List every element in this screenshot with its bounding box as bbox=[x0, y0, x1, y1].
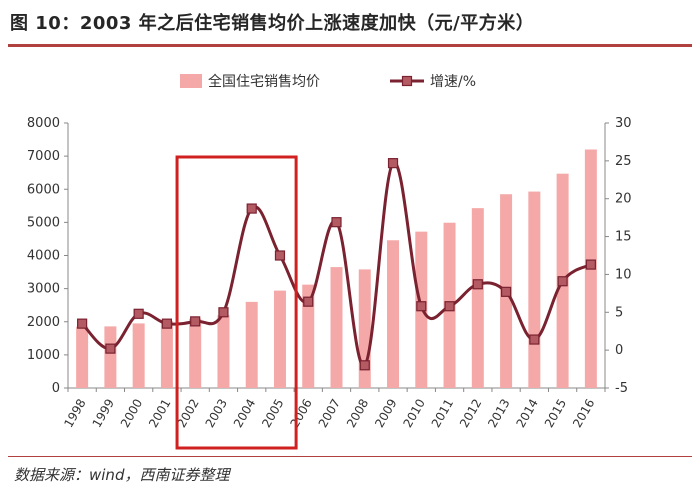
left-tick-label: 3000 bbox=[27, 282, 60, 297]
point-1998 bbox=[77, 318, 88, 329]
point-1999 bbox=[105, 343, 116, 354]
bar-2001 bbox=[160, 321, 173, 388]
bar-1998 bbox=[76, 326, 89, 388]
point-2004 bbox=[246, 203, 257, 214]
highlight-box bbox=[175, 155, 298, 450]
x-tick-label: 1998 bbox=[61, 397, 88, 430]
chart-title: 图 10：2003 年之后住宅销售均价上涨速度加快（元/平方米） bbox=[10, 13, 535, 34]
point-2000 bbox=[133, 308, 144, 319]
right-tick-label: 20 bbox=[615, 192, 632, 207]
right-tick-label: 25 bbox=[615, 154, 632, 169]
title-rule bbox=[8, 44, 692, 47]
bar-2002 bbox=[189, 318, 202, 388]
x-tick-label: 2013 bbox=[485, 397, 512, 430]
bar-2006 bbox=[302, 284, 315, 388]
x-tick-label: 2011 bbox=[429, 397, 456, 430]
left-tick-label: 1000 bbox=[27, 348, 60, 363]
left-tick-label: 5000 bbox=[27, 215, 60, 230]
bar-2012 bbox=[471, 208, 484, 388]
legend-swatch-bar bbox=[180, 74, 202, 88]
x-tick-labels: 1998 1999 2000 2001 2002 2003 2004 2005 2006 2007… bbox=[61, 397, 597, 430]
left-tick-label: 0 bbox=[52, 381, 60, 396]
point-2002 bbox=[190, 316, 201, 327]
left-tick-label: 6000 bbox=[27, 182, 60, 197]
point-2011 bbox=[444, 301, 455, 312]
x-tick-label: 2010 bbox=[400, 397, 427, 430]
bar-2004 bbox=[245, 301, 258, 388]
x-tick-label: 2008 bbox=[344, 397, 371, 430]
point-2010 bbox=[416, 301, 427, 312]
bar-2003 bbox=[217, 315, 230, 388]
right-tick-label: 10 bbox=[615, 267, 632, 282]
point-2007 bbox=[331, 217, 342, 228]
point-2003 bbox=[218, 307, 229, 318]
legend: 全国住宅销售均价 增速/% bbox=[180, 73, 476, 90]
x-tick-label: 2016 bbox=[570, 397, 597, 430]
title-bar: 图 10：2003 年之后住宅销售均价上涨速度加快（元/平方米） bbox=[0, 0, 700, 40]
right-tick-label: 30 bbox=[615, 116, 632, 131]
x-tick-label: 2005 bbox=[259, 397, 286, 430]
point-2005 bbox=[274, 250, 286, 261]
x-tick-label: 2012 bbox=[457, 397, 484, 430]
left-tick-label: 2000 bbox=[27, 315, 60, 330]
bar-2007 bbox=[330, 267, 343, 388]
axes: 0 1000 2000 3000 4000 5000 6000 7000 8000 -5 0 5 10 1… bbox=[27, 116, 632, 396]
line-markers bbox=[77, 158, 596, 371]
x-tick-label: 2006 bbox=[287, 397, 314, 430]
right-tick-label: 15 bbox=[615, 230, 632, 245]
x-tick-label: 2015 bbox=[542, 397, 569, 430]
highlight-group bbox=[175, 155, 298, 450]
bar-series bbox=[76, 149, 597, 388]
chart-area: 全国住宅销售均价 增速/% 0 1000 2000 3000 4000 5000 6000 70… bbox=[0, 50, 700, 450]
x-tick-label: 2009 bbox=[372, 397, 399, 430]
footer-rule bbox=[8, 456, 692, 457]
point-2016 bbox=[585, 259, 596, 270]
bar-2014 bbox=[528, 191, 541, 388]
bar-2005 bbox=[273, 290, 286, 388]
point-2012 bbox=[472, 279, 483, 290]
right-tick-label: 5 bbox=[615, 305, 623, 320]
left-tick-label: 8000 bbox=[27, 116, 60, 131]
legend-label-line: 增速/% bbox=[430, 74, 476, 90]
x-tick-label: 1999 bbox=[90, 397, 117, 430]
point-2006 bbox=[303, 296, 314, 307]
line-series bbox=[81, 161, 592, 367]
growth-line bbox=[81, 161, 592, 367]
point-2013 bbox=[500, 286, 512, 297]
x-tick-label: 2003 bbox=[203, 397, 230, 430]
combo-chart: 全国住宅销售均价 增速/% 0 1000 2000 3000 4000 5000 6000 70… bbox=[27, 73, 632, 450]
point-2014 bbox=[529, 334, 540, 345]
x-tick-label: 2004 bbox=[231, 397, 258, 430]
left-tick-label: 4000 bbox=[27, 249, 60, 264]
x-tick-label: 2000 bbox=[118, 397, 145, 430]
legend-label-bar: 全国住宅销售均价 bbox=[208, 73, 320, 90]
x-tick-label: 2007 bbox=[316, 397, 343, 430]
x-tick-label: 2014 bbox=[514, 397, 541, 430]
point-2009 bbox=[387, 158, 399, 169]
bar-2000 bbox=[132, 323, 145, 388]
left-tick-label: 7000 bbox=[27, 149, 60, 164]
right-tick-label: -5 bbox=[615, 381, 628, 396]
bar-1999 bbox=[104, 326, 117, 388]
right-tick-label: 0 bbox=[615, 343, 623, 358]
point-2015 bbox=[557, 276, 568, 287]
x-tick-label: 2001 bbox=[146, 397, 173, 430]
point-2001 bbox=[161, 318, 173, 329]
bar-2009 bbox=[387, 240, 400, 388]
source-note: 数据来源：wind，西南证券整理 bbox=[14, 466, 230, 484]
point-2008 bbox=[359, 360, 370, 371]
legend-marker bbox=[401, 75, 413, 87]
